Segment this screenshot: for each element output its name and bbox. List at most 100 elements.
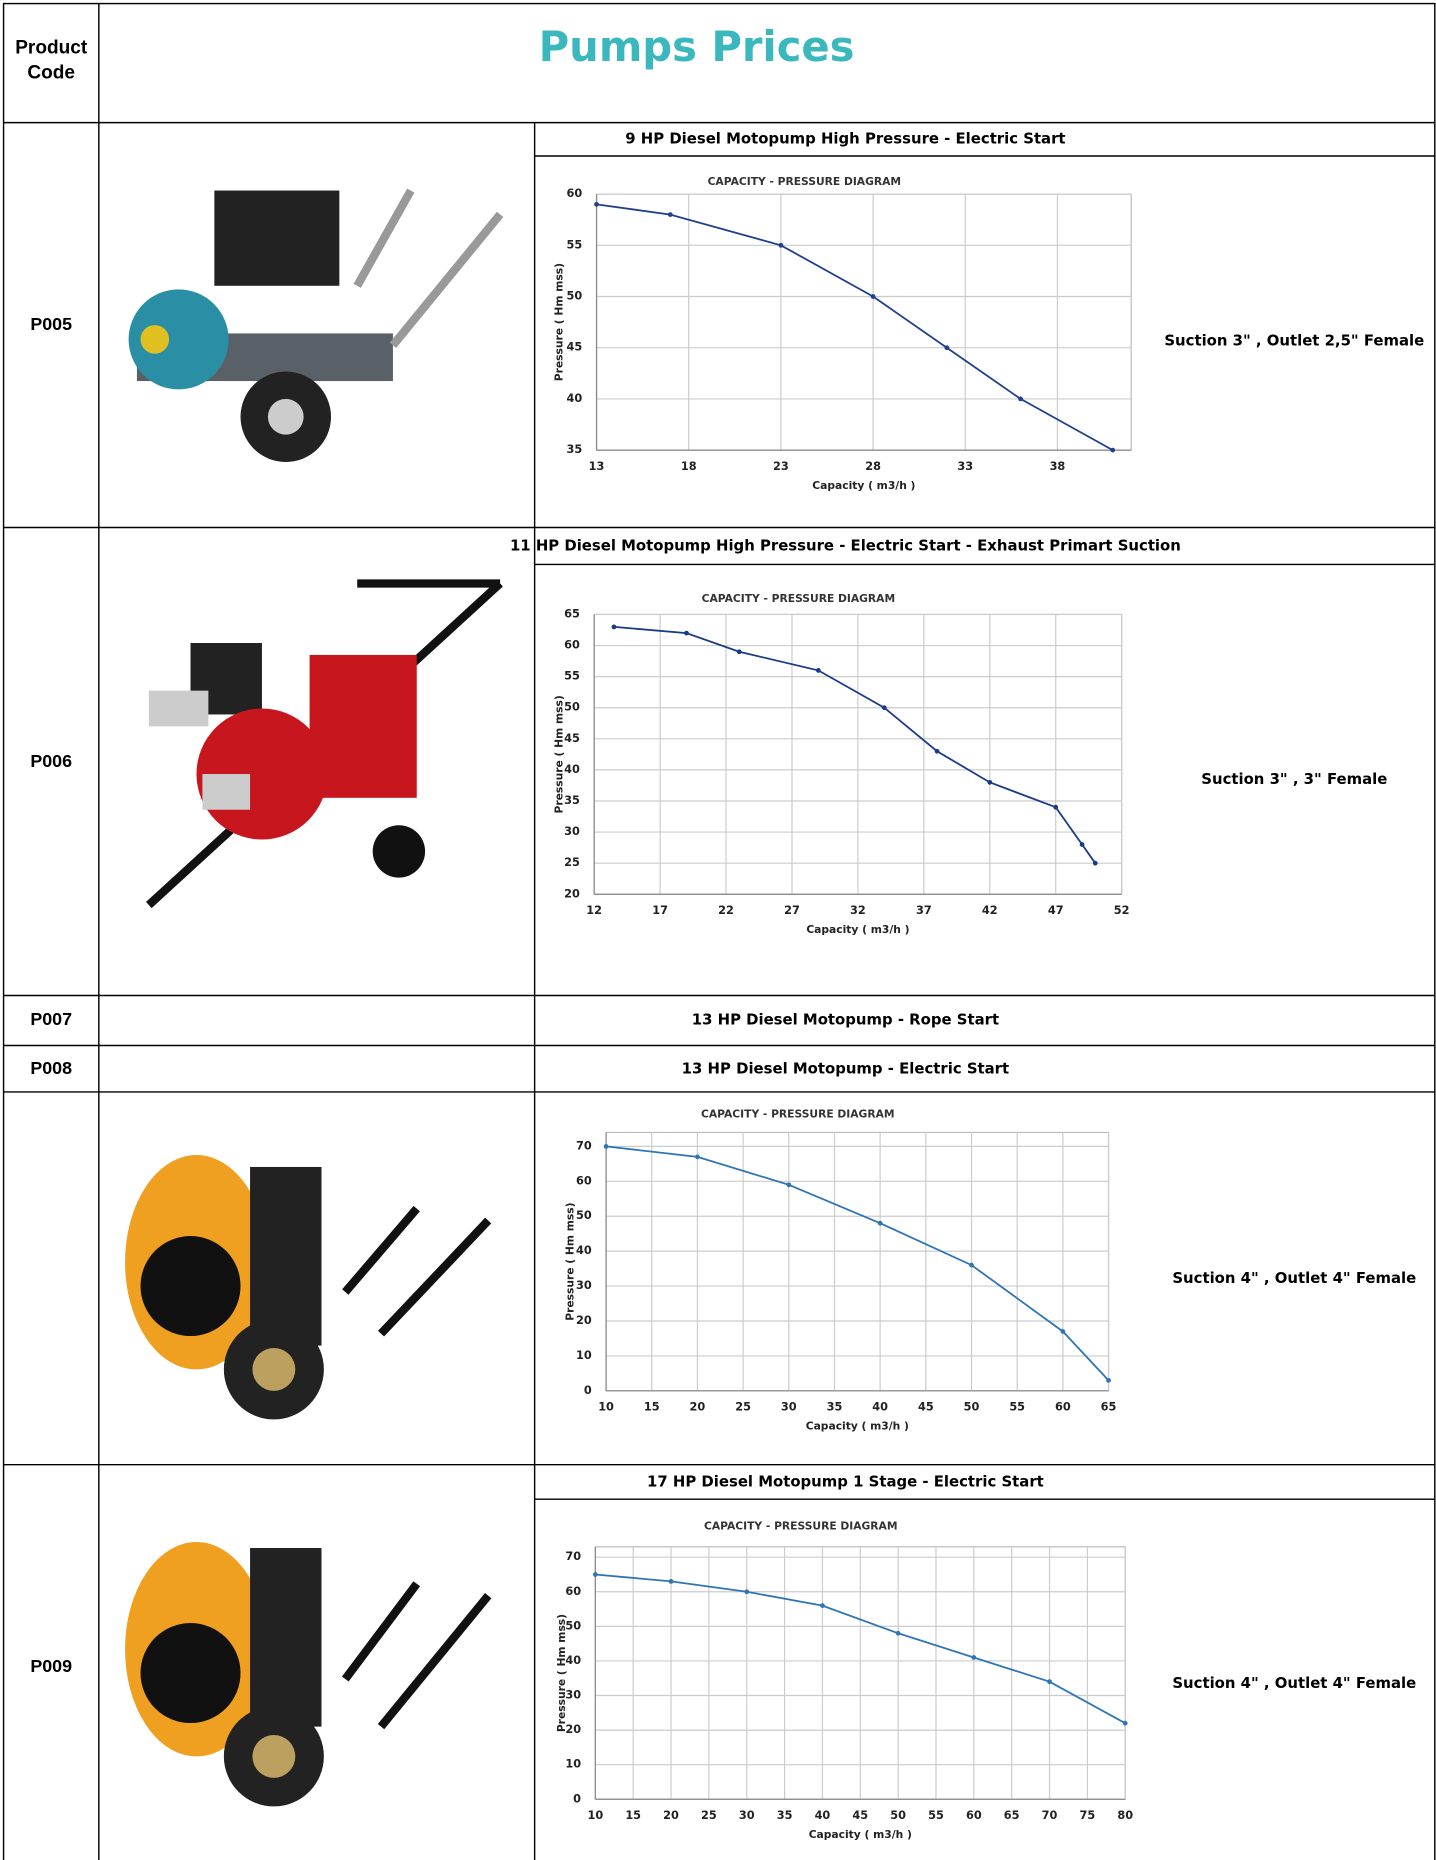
- y-tick-label: 50: [565, 1619, 581, 1632]
- y-tick-label: 30: [576, 1279, 592, 1292]
- y-tick-label: 50: [564, 701, 580, 714]
- x-tick-label: 55: [1009, 1401, 1025, 1414]
- x-tick-label: 22: [718, 904, 734, 917]
- x-tick-label: 45: [918, 1401, 934, 1414]
- product-code: P009: [30, 1656, 72, 1676]
- data-point: [1122, 1720, 1128, 1726]
- y-tick-label: 65: [564, 607, 580, 620]
- data-point: [1092, 860, 1098, 866]
- x-tick-label: 55: [928, 1809, 944, 1822]
- product-code: P005: [30, 314, 72, 334]
- x-axis-label: Capacity ( m3/h ): [806, 1420, 909, 1433]
- x-tick-label: 75: [1080, 1809, 1096, 1822]
- x-tick-label: 70: [1042, 1809, 1058, 1822]
- data-point: [1018, 396, 1023, 402]
- data-point: [603, 1144, 609, 1149]
- y-tick-label: 50: [567, 290, 583, 303]
- plot-area: [605, 1131, 1110, 1392]
- data-line: [613, 625, 1097, 864]
- x-tick-label: 23: [773, 460, 789, 473]
- x-tick-label: 15: [644, 1401, 660, 1414]
- data-point: [695, 1154, 700, 1160]
- y-tick-label: 60: [567, 187, 583, 200]
- x-tick-label: 15: [625, 1809, 641, 1822]
- data-point: [1053, 804, 1059, 810]
- data-point: [744, 1589, 750, 1595]
- x-tick-label: 25: [701, 1809, 717, 1822]
- x-tick-label: 42: [982, 904, 998, 917]
- x-tick-label: 40: [815, 1809, 831, 1822]
- y-tick-label: 45: [567, 341, 583, 354]
- x-axis-label: Capacity ( m3/h ): [812, 479, 915, 492]
- pump-image: [128, 188, 504, 463]
- data-line: [595, 1573, 1126, 1724]
- pump-image: [146, 579, 503, 909]
- x-tick-label: 35: [827, 1401, 843, 1414]
- code-header-box: Product Code: [15, 38, 88, 84]
- product-heading: 9 HP Diesel Motopump High Pressure - Ele…: [625, 129, 1065, 147]
- y-tick-label: 40: [567, 392, 583, 405]
- data-point: [870, 294, 876, 299]
- x-tick-label: 17: [652, 904, 668, 917]
- x-tick-label: 65: [1101, 1401, 1117, 1414]
- y-tick-label: 25: [564, 856, 580, 869]
- product-spec: Suction 3" , 3" Female: [1201, 770, 1387, 788]
- x-tick-label: 13: [589, 460, 605, 473]
- y-tick-label: 60: [564, 639, 580, 652]
- y-tick-label: 40: [565, 1654, 581, 1667]
- x-tick-label: 32: [850, 904, 866, 917]
- x-tick-label: 80: [1117, 1809, 1133, 1822]
- y-tick-label: 20: [564, 887, 580, 900]
- product-heading: 13 HP Diesel Motopump - Electric Start: [682, 1059, 1009, 1077]
- x-tick-label: 47: [1048, 904, 1064, 917]
- x-tick-label: 38: [1050, 460, 1066, 473]
- page-title: Pumps Prices: [539, 22, 855, 71]
- data-point: [895, 1630, 901, 1636]
- y-tick-label: 0: [573, 1792, 581, 1805]
- y-tick-label: 10: [576, 1349, 592, 1362]
- x-tick-label: 37: [916, 904, 932, 917]
- product-code: P008: [30, 1058, 72, 1078]
- x-tick-label: 27: [784, 904, 800, 917]
- chart-title: CAPACITY - PRESSURE DIAGRAM: [704, 1520, 897, 1533]
- data-point: [820, 1603, 825, 1608]
- y-tick-label: 55: [564, 670, 580, 683]
- x-tick-label: 18: [681, 460, 697, 473]
- x-tick-label: 52: [1114, 904, 1130, 917]
- x-tick-label: 50: [890, 1809, 906, 1822]
- x-axis-label: Capacity ( m3/h ): [806, 923, 909, 936]
- data-point: [1106, 1377, 1111, 1383]
- y-axis-label: Pressure ( Hm mss): [553, 695, 566, 813]
- product-code: P006: [30, 751, 72, 771]
- data-point: [611, 624, 617, 630]
- pump-image: [125, 1155, 492, 1420]
- y-tick-label: 60: [576, 1174, 592, 1187]
- y-tick-label: 30: [565, 1689, 581, 1702]
- x-tick-label: 10: [587, 1809, 603, 1822]
- y-axis-label: Pressure ( Hm mss): [553, 263, 566, 381]
- data-point: [736, 649, 742, 655]
- chart-title: CAPACITY - PRESSURE DIAGRAM: [702, 592, 895, 605]
- code-header: Product Code: [15, 38, 88, 84]
- chart-title: CAPACITY - PRESSURE DIAGRAM: [701, 1108, 894, 1121]
- product-heading: 13 HP Diesel Motopump - Rope Start: [692, 1010, 999, 1028]
- data-point: [668, 1579, 674, 1584]
- y-tick-label: 20: [576, 1314, 592, 1327]
- data-point: [592, 1572, 598, 1577]
- data-point: [1110, 447, 1116, 453]
- data-point: [1047, 1679, 1052, 1685]
- x-tick-label: 33: [957, 460, 973, 473]
- plot-area: [595, 193, 1132, 451]
- y-tick-label: 0: [584, 1384, 592, 1397]
- x-axis-label: Capacity ( m3/h ): [809, 1828, 912, 1841]
- x-tick-label: 45: [852, 1809, 868, 1822]
- x-tick-label: 60: [1055, 1401, 1071, 1414]
- data-point: [881, 705, 887, 711]
- x-tick-label: 25: [735, 1401, 751, 1414]
- y-axis-label: Pressure ( Hm mss): [563, 1203, 576, 1321]
- x-tick-label: 40: [872, 1401, 888, 1414]
- data-point: [786, 1182, 792, 1188]
- data-point: [778, 242, 784, 248]
